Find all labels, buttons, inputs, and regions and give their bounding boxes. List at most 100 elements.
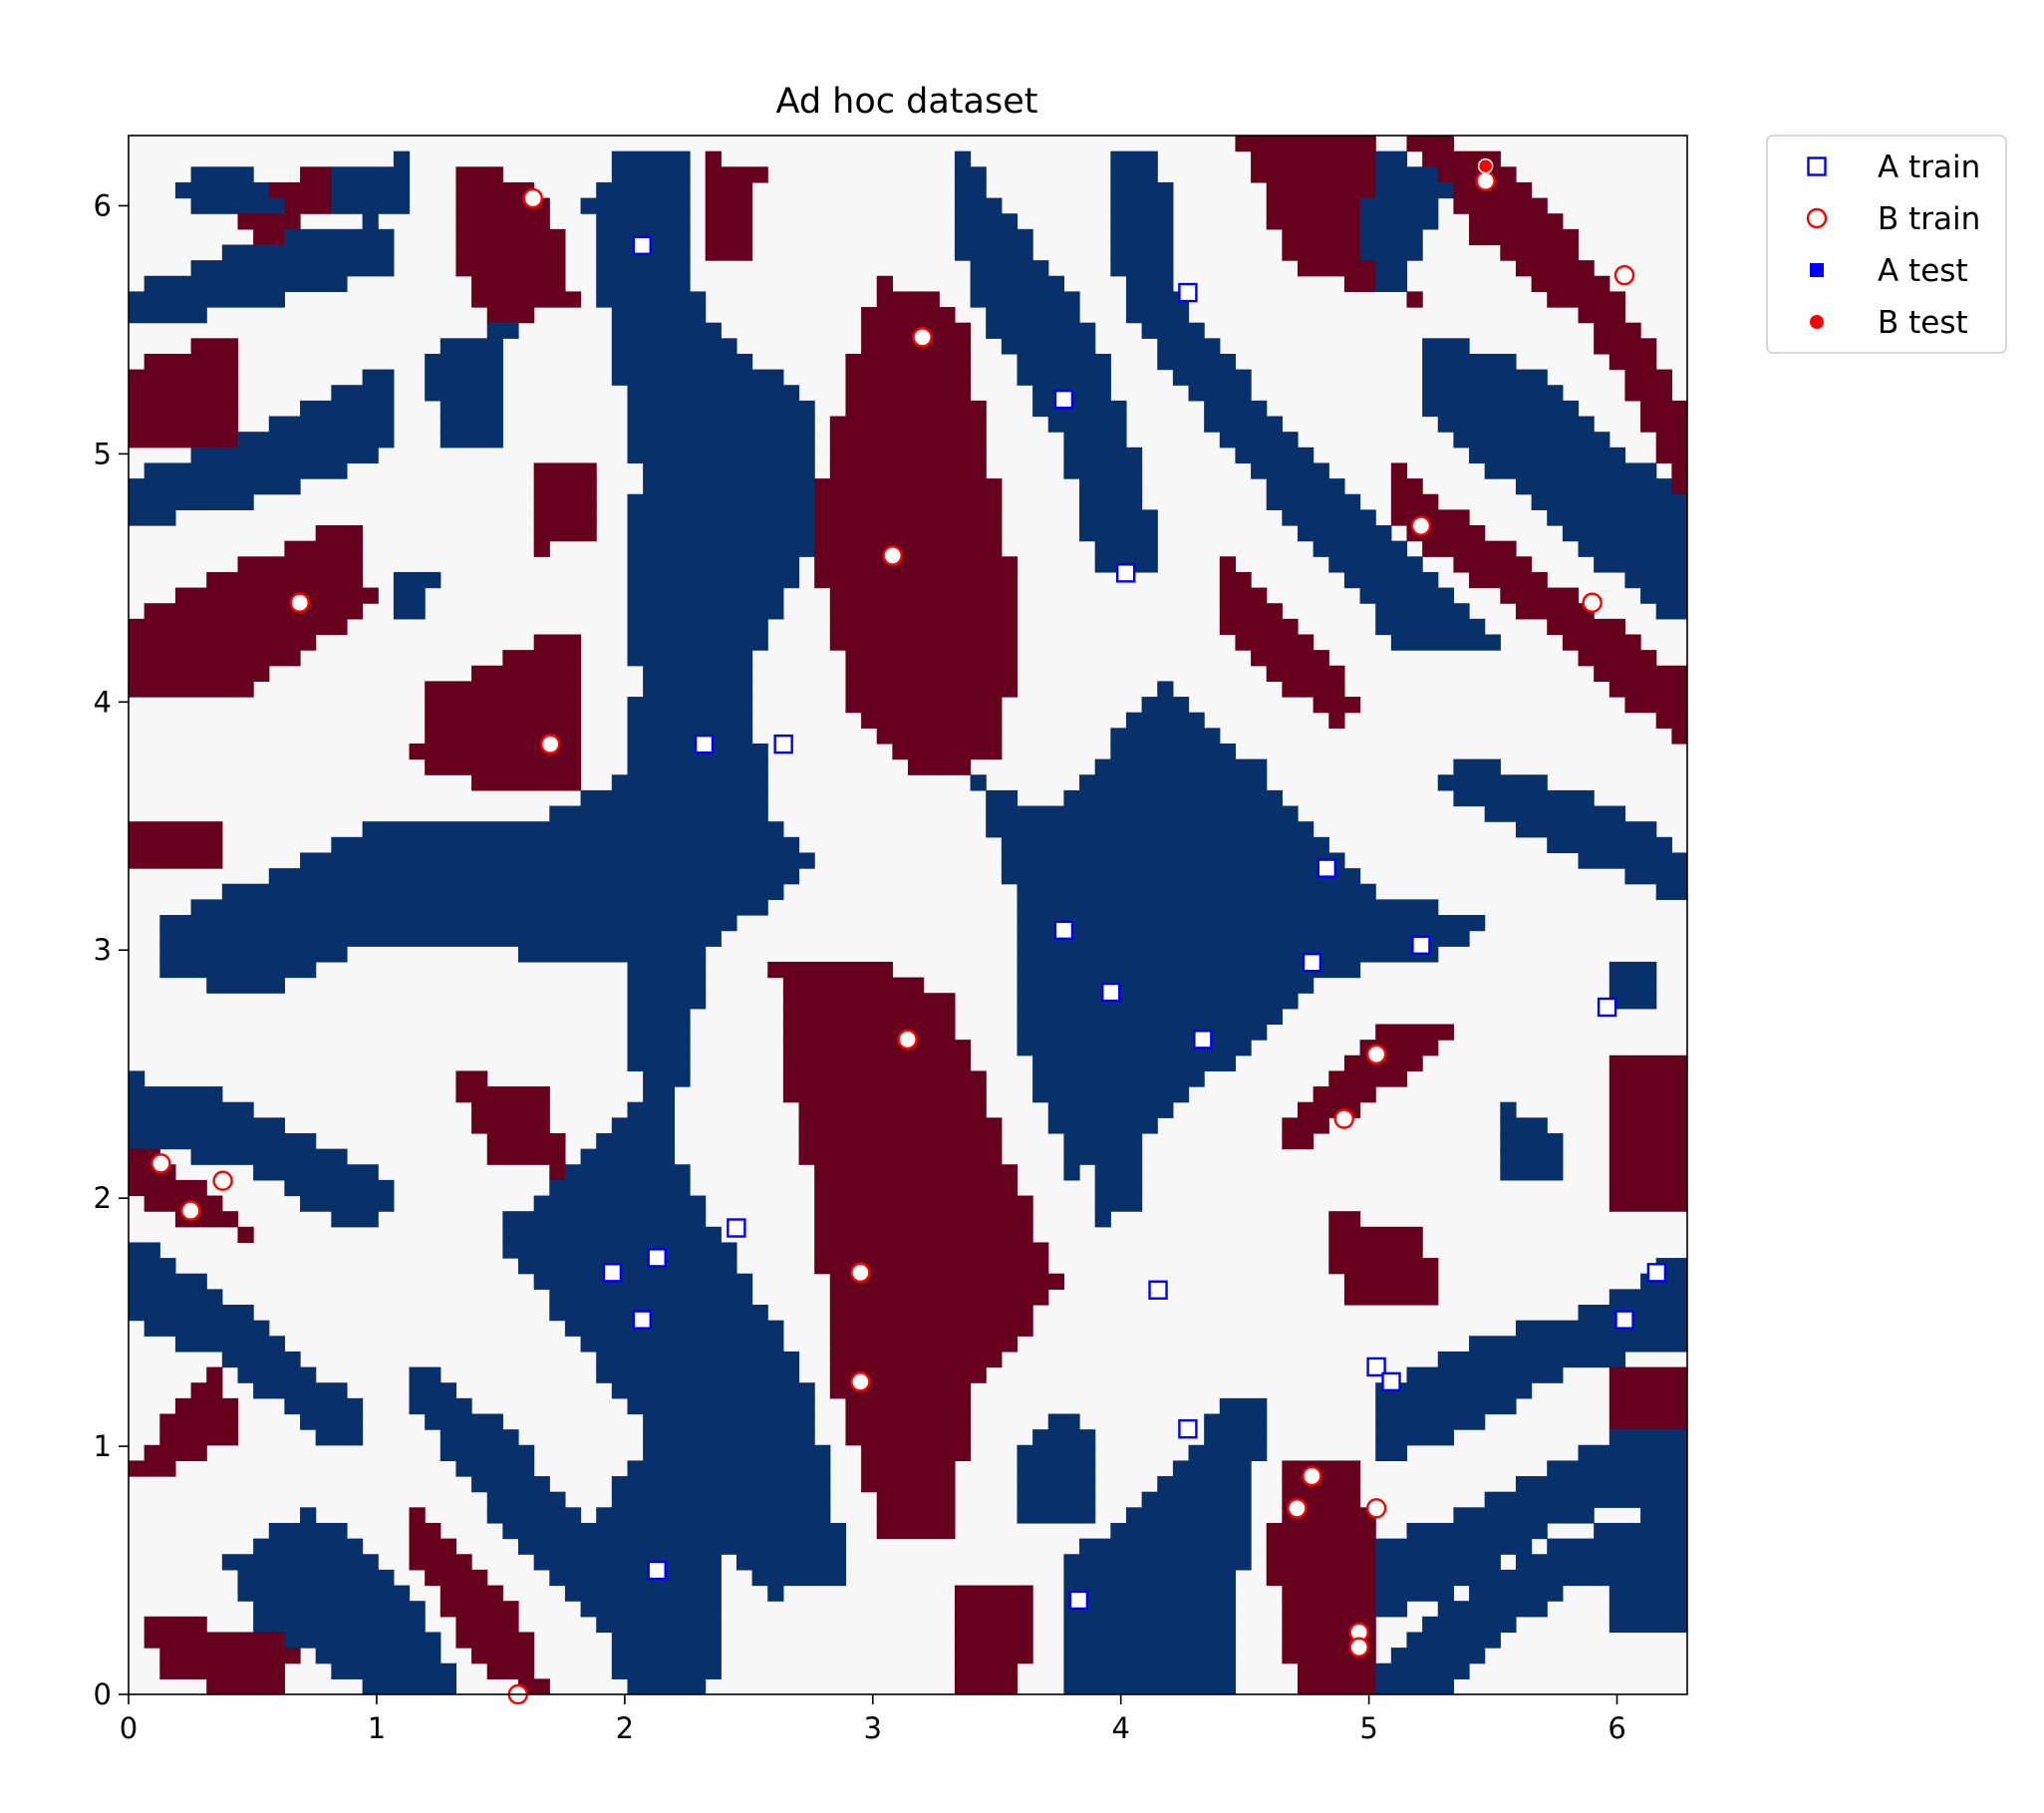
heatmap-cell-b <box>908 758 972 775</box>
heatmap-cell-b <box>1624 369 1672 386</box>
heatmap-cell-b <box>300 166 332 183</box>
heatmap-cell-b <box>174 1397 239 1415</box>
heatmap-cell-a <box>1110 743 1237 760</box>
heatmap-cell-b <box>1671 728 1687 745</box>
heatmap-cell-a <box>533 1273 753 1290</box>
heatmap-cell-b <box>954 1601 1033 1618</box>
x-tick-label: 3 <box>864 1711 882 1745</box>
heatmap-cell-b <box>1313 1086 1376 1103</box>
heatmap-cell-a <box>331 1662 457 1679</box>
heatmap-cell-a <box>409 1366 441 1383</box>
heatmap-cell-b <box>954 1678 1019 1694</box>
heatmap-cell-a <box>1219 432 1299 449</box>
heatmap-cell-b <box>1219 603 1283 620</box>
heatmap-cell-b <box>954 1616 1033 1634</box>
heatmap-cell-b <box>861 1444 972 1461</box>
heatmap-cell-a <box>627 400 815 418</box>
heatmap-cell-b <box>129 665 270 682</box>
heatmap-cell-b <box>502 650 582 667</box>
heatmap-cell-a <box>611 307 707 324</box>
heatmap-cell-b <box>705 181 753 199</box>
heatmap-cell-b <box>845 1413 972 1430</box>
heatmap-cell-b <box>1655 447 1687 464</box>
heatmap-cell-b <box>814 525 1003 542</box>
heatmap-cell-b <box>129 821 223 838</box>
heatmap-cell-b <box>1547 618 1626 636</box>
heatmap-cell-a <box>1094 1195 1143 1212</box>
point-a-train <box>602 1263 623 1283</box>
heatmap-cell-a <box>331 1211 379 1228</box>
heatmap-cell-b <box>876 1507 956 1524</box>
heatmap-cell-b <box>1608 1070 1687 1087</box>
heatmap-cell-a <box>986 789 1019 807</box>
heatmap-cell-a <box>1047 1101 1174 1118</box>
point-a-train <box>1646 1263 1667 1283</box>
heatmap-cell-a <box>1017 930 1470 947</box>
heatmap-cell-a <box>1079 525 1158 542</box>
point-a-train <box>1148 1280 1168 1300</box>
heatmap-cell-a <box>1437 1601 1548 1618</box>
heatmap-cell-a <box>1375 260 1408 277</box>
heatmap-cell-b <box>533 478 597 495</box>
heatmap-cell-b <box>144 1616 207 1634</box>
heatmap-cell-a <box>1484 462 1657 479</box>
heatmap-cell-a <box>1079 493 1143 510</box>
heatmap-cell-a <box>1422 1616 1517 1634</box>
point-a-train <box>1053 920 1074 941</box>
heatmap-cell-b <box>409 743 582 760</box>
point-b-train <box>1365 1498 1387 1519</box>
heatmap-cell-a <box>1017 1040 1252 1057</box>
heatmap-cell-b <box>1608 1195 1687 1212</box>
heatmap-cell-a <box>1608 1289 1687 1306</box>
heatmap-cell-b <box>829 1351 1003 1368</box>
heatmap-cell-b <box>471 1117 550 1134</box>
heatmap-cell-a <box>596 181 691 199</box>
heatmap-cell-a <box>1110 181 1174 199</box>
heatmap-cell-a <box>1079 509 1158 526</box>
heatmap-cell-b <box>1608 1397 1687 1415</box>
point-a-train <box>727 1218 746 1238</box>
heatmap-cell-a <box>393 151 411 167</box>
heatmap-cell-a <box>1094 1211 1111 1228</box>
legend-label: A test <box>1878 253 1968 289</box>
heatmap-cell-b <box>129 634 317 651</box>
heatmap-cell-b <box>455 213 550 230</box>
heatmap-cell-a <box>425 385 503 402</box>
heatmap-cell-a <box>1017 369 1111 386</box>
heatmap-cell-a <box>1375 1554 1501 1571</box>
heatmap-cell-b <box>409 1522 441 1540</box>
heatmap-cell-a <box>439 1444 535 1461</box>
heatmap-cell-a <box>1017 353 1111 371</box>
heatmap-cell-a <box>643 681 753 698</box>
heatmap-cell-a <box>1406 1522 1548 1540</box>
heatmap-cell-a <box>549 1289 753 1306</box>
heatmap-cell-a <box>1188 385 1252 402</box>
heatmap-cell-b <box>455 1070 488 1087</box>
y-tick-label: 6 <box>94 188 112 222</box>
y-tick-label: 1 <box>94 1429 112 1463</box>
heatmap-cell-a <box>1359 197 1439 214</box>
heatmap-cell-a <box>954 228 1033 246</box>
heatmap-cell-b <box>829 432 987 449</box>
heatmap-cell-a <box>1017 915 1486 932</box>
heatmap-cell-b <box>455 260 566 277</box>
heatmap-cell-a <box>1608 961 1657 979</box>
heatmap-cell-b <box>814 1195 1033 1212</box>
heatmap-cell-a <box>1032 1086 1190 1103</box>
heatmap-cell-b <box>1219 587 1268 604</box>
heatmap-cell-b <box>409 1554 472 1571</box>
heatmap-cell-b <box>1453 197 1548 214</box>
heatmap-cell-b <box>1298 1678 1376 1694</box>
heatmap-cell-a <box>1578 540 1687 557</box>
heatmap-cell-a <box>549 1179 691 1197</box>
heatmap-cell-a <box>643 1070 691 1087</box>
heatmap-cell-a <box>502 1211 707 1228</box>
heatmap-cell-a <box>627 1678 707 1694</box>
point-a-train <box>1302 952 1322 973</box>
heatmap-cell-a <box>1017 1024 1268 1041</box>
heatmap-cell-a <box>970 291 1080 308</box>
heatmap-cell-a <box>596 291 707 308</box>
heatmap-cell-a <box>1359 213 1439 230</box>
heatmap-cell-b <box>1547 291 1626 308</box>
